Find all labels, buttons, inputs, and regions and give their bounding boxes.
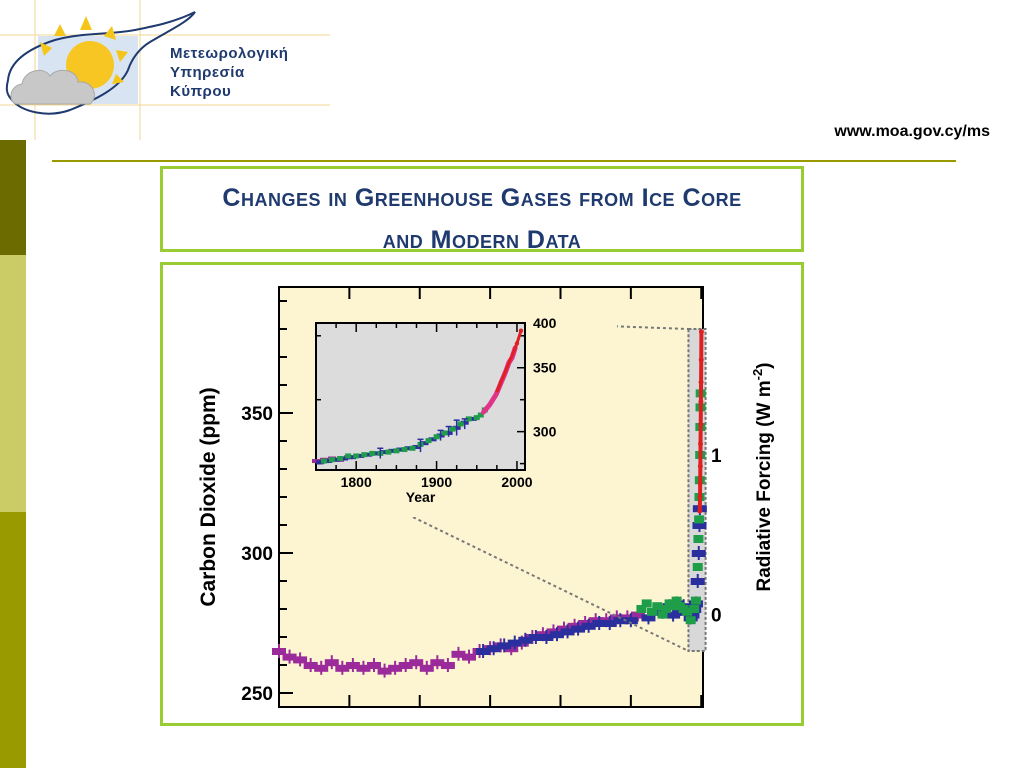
inset-data-point-purple	[312, 459, 320, 464]
data-point-green	[636, 605, 647, 613]
data-point-green	[685, 616, 696, 625]
co2-chart: 250 300 350 0 1 Carbon Dioxide (ppm) Radiative…	[197, 286, 775, 708]
y2-tick-label: 0	[711, 606, 722, 627]
header-divider	[52, 160, 956, 162]
left-band-light	[0, 255, 26, 512]
slide-title-line-1: Changes in Greenhouse Gases from Ice Cor…	[222, 184, 742, 212]
y-axis-label: Carbon Dioxide (ppm)	[197, 387, 220, 606]
inset-data-point-green	[473, 415, 480, 421]
data-point-green	[646, 607, 657, 616]
data-point-green	[641, 599, 652, 608]
data-point-green	[690, 596, 701, 605]
inset-data-point-blue	[324, 459, 333, 464]
y2-tick-label: 1	[711, 446, 722, 467]
inset-data-point-blue	[356, 453, 365, 458]
y-tick-label: 350	[241, 404, 273, 425]
inset-data-point-green	[321, 458, 328, 464]
inset-data-point-green	[457, 421, 464, 427]
y-tick-label: 300	[241, 544, 273, 565]
inset-data-point-blue	[412, 444, 421, 449]
inset-data-point-blue	[420, 441, 429, 446]
data-point-green	[661, 605, 672, 613]
inset-data-point-green	[409, 445, 416, 451]
inset-y-tick-label: 300	[533, 424, 557, 440]
slide-title-box: Changes in Greenhouse Gases from Ice Cor…	[160, 166, 804, 254]
slide-title: Changes in Greenhouse Gases from Ice Cor…	[163, 177, 801, 261]
data-point-green	[692, 563, 703, 571]
data-point-green	[671, 596, 682, 605]
data-point-green	[652, 602, 663, 611]
inset-series-line-red	[495, 330, 523, 393]
inset-data-point-blue	[316, 460, 325, 465]
slide-title-line-2: and Modern Data	[382, 226, 582, 254]
inset-data-point-blue	[340, 456, 349, 461]
inset-data-point-green	[441, 430, 448, 436]
data-point-green	[682, 607, 693, 616]
inset-data-point-green	[369, 450, 376, 456]
inset-data-point-green	[345, 453, 352, 459]
org-name-line-2: Υπηρεσία	[170, 64, 245, 81]
inset-data-point-blue	[404, 446, 413, 451]
inset-data-point-blue	[396, 447, 405, 452]
inset-data-point-green	[401, 447, 408, 453]
data-point-green	[693, 535, 704, 543]
inset-data-point-green	[353, 453, 360, 459]
y2-axis-label: Radiative Forcing (W m-2)	[750, 362, 775, 591]
inset-data-point-green	[337, 455, 344, 461]
inset-x-tick-label: 2000	[501, 474, 532, 490]
data-point-green	[668, 602, 679, 611]
inset-y-tick-label: 350	[533, 360, 557, 376]
inset-data-point-blue	[428, 437, 437, 442]
inset-data-point-blue	[332, 457, 341, 462]
inset-data-point-blue	[468, 416, 477, 421]
site-url[interactable]: www.moa.gov.cy/ms	[834, 123, 990, 140]
left-band-dark	[0, 140, 26, 255]
data-point-green	[657, 610, 668, 619]
inset-data-point-green	[385, 449, 392, 455]
y-tick-label: 250	[241, 684, 273, 705]
series-line-red	[697, 331, 704, 512]
inset-data-point-blue	[348, 455, 357, 460]
inset-data-point-green	[361, 452, 368, 458]
left-band-mid	[0, 512, 26, 768]
inset-data-point-green	[329, 457, 336, 463]
inset-data-point-blue	[388, 448, 397, 453]
org-logo	[0, 0, 335, 140]
org-name-line-1: Μετεωρολογική	[170, 45, 289, 62]
inset-data-point-blue	[372, 451, 381, 456]
inset-data-point-green	[425, 438, 432, 444]
y2-axis-label-close: )	[754, 362, 775, 368]
inset-x-tick-label: 1800	[341, 474, 372, 490]
inset-data-point-blue	[380, 450, 389, 455]
inset-data-point-blue	[364, 452, 373, 457]
inset-data-point-green	[465, 416, 472, 422]
inset-y-tick-label: 400	[533, 315, 557, 331]
y2-axis-label-sup: -2	[750, 369, 765, 381]
inset-data-point-green	[393, 448, 400, 454]
inset-data-point-green	[477, 412, 484, 418]
org-name: Μετεωρολογική Υπηρεσία Κύπρου	[170, 44, 288, 101]
org-name-line-3: Κύπρου	[170, 83, 232, 100]
chart-panel: 250 300 350 0 1 Carbon Dioxide (ppm) Radiative…	[160, 262, 804, 726]
inset-data-point-green	[433, 434, 440, 440]
data-point-green	[694, 515, 705, 524]
inset-data-point-green	[449, 426, 456, 432]
y2-axis-label-main: Radiative Forcing (W m	[754, 380, 775, 591]
inset-x-tick-label: 1900	[421, 474, 452, 490]
inset-x-axis-label: Year	[406, 489, 436, 505]
cyprus-sun-cloud-logo	[0, 0, 330, 140]
data-point-green	[689, 605, 700, 613]
